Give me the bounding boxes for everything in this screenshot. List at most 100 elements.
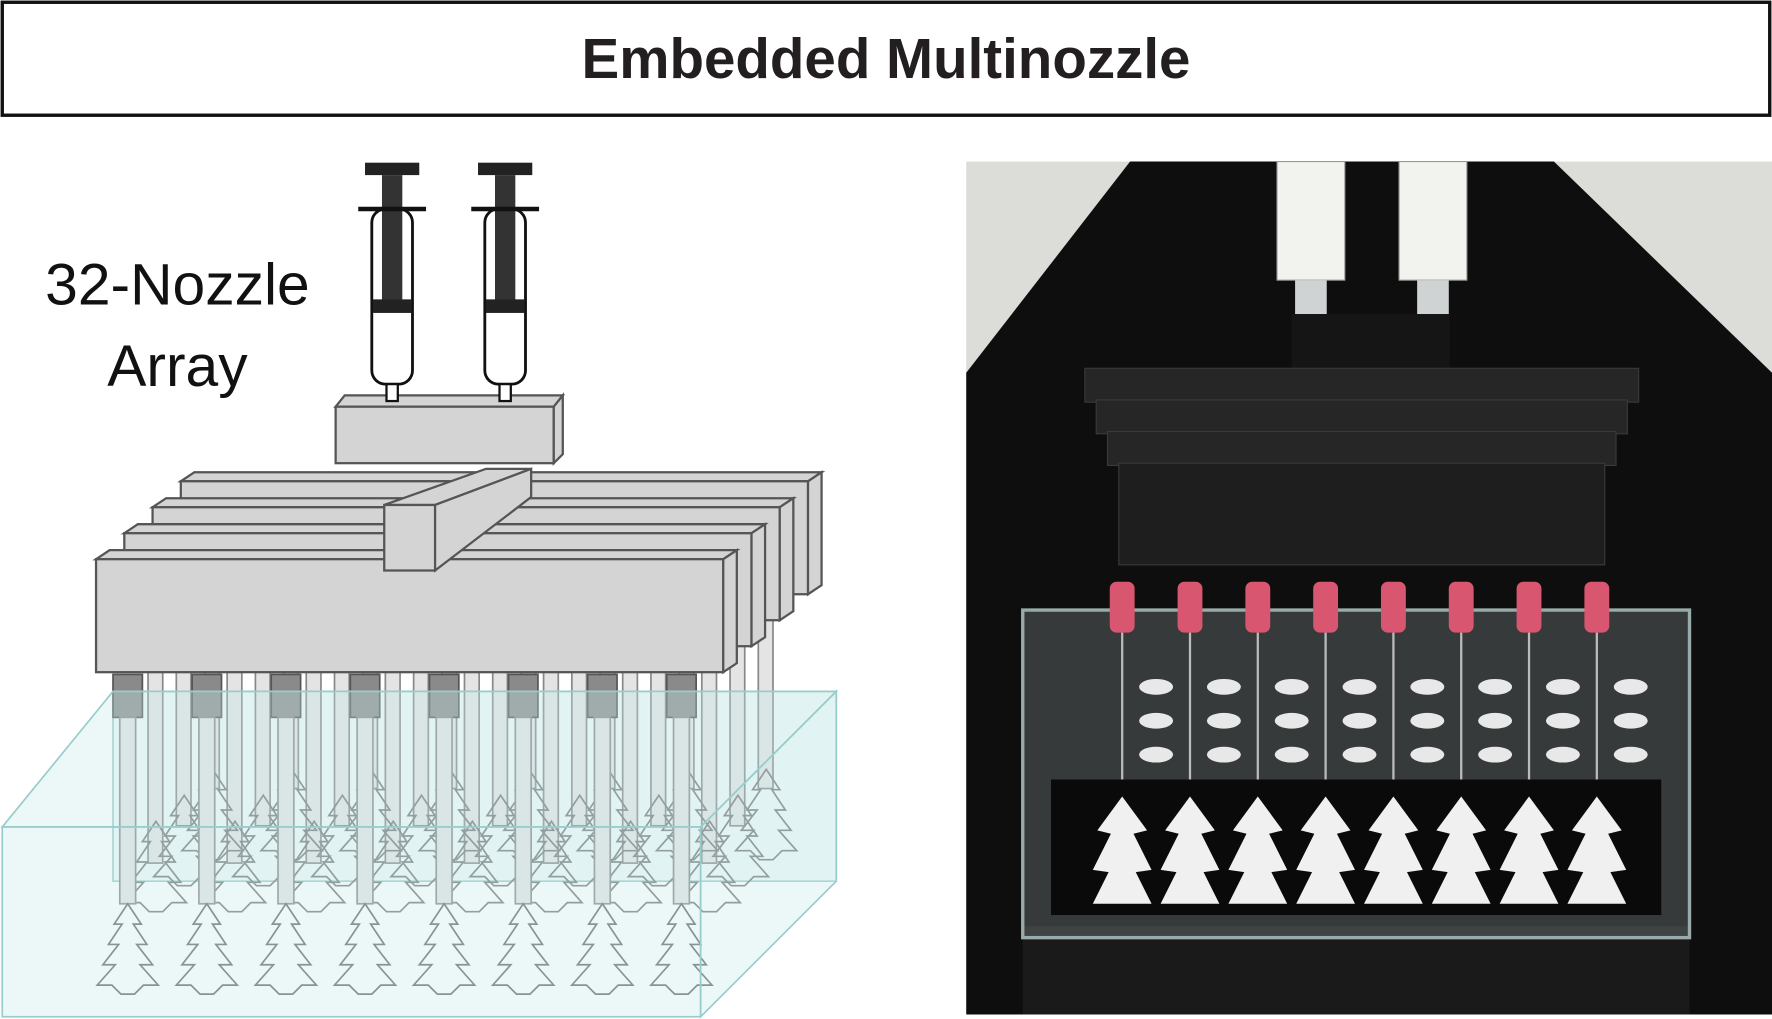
tank-top [0,690,839,828]
tree [123,819,189,913]
plunger-cap [365,162,420,176]
label: 32-Nozzle [45,253,310,318]
block-top [333,394,566,408]
label: Array [107,334,248,399]
print-top [1545,712,1580,729]
nozzle-cap [270,673,302,719]
syringe-photo [1276,160,1346,281]
print-photo [1499,796,1559,904]
print-top [1342,678,1377,695]
bar-front [94,558,725,674]
manifold-photo [1106,430,1617,467]
tree [569,902,635,995]
tree [95,902,161,995]
print-photo [1364,796,1423,904]
tree [439,819,505,913]
print-top [1139,712,1174,729]
tank-floor [1050,779,1662,916]
print-top [1342,712,1377,729]
print-photo [1092,796,1152,904]
print-photo [1160,796,1220,904]
crossbar [383,503,437,572]
tree [411,902,477,995]
nozzle-cap [349,673,381,719]
tank-side [699,689,838,1019]
hub [1177,581,1203,633]
tree [519,819,584,913]
print-top [1206,712,1241,729]
syringe-tip [1417,280,1449,315]
plunger [381,175,403,311]
tree [677,819,743,913]
print-top [1545,678,1580,695]
bar-side [722,548,738,675]
plunger-cap [478,162,533,176]
print-photo [1431,796,1491,904]
hub [1516,581,1542,633]
nozzle-cap [191,673,223,719]
print-top [1410,678,1445,695]
tip [385,382,399,403]
title-box [0,0,1772,117]
hub [1313,581,1339,633]
print-photo [1567,796,1627,904]
print-top [1139,678,1174,695]
manifold-photo [1084,367,1640,403]
syringe-tip [1295,280,1327,315]
tree [202,819,268,913]
print-top [1139,746,1174,763]
manifold-photo [1118,462,1606,566]
tree [360,819,426,913]
print-top [1478,746,1513,763]
tree [332,902,398,995]
plunger [494,175,516,311]
tree [490,902,556,995]
print-top [1206,746,1241,763]
print-top [1410,712,1445,729]
hub [1584,581,1610,633]
block [334,405,555,465]
print-top [1274,746,1309,763]
tree [598,819,663,913]
hub [1448,581,1474,633]
print-top [1410,746,1445,763]
print-top [1545,746,1580,763]
print-top [1206,678,1241,695]
print-top [1613,678,1648,695]
hub [1245,581,1271,633]
crossbar-side [433,467,533,573]
bar-side [806,470,823,597]
syringe-photo [1398,160,1468,281]
nozzle-cap [112,673,144,719]
print-top [1478,712,1513,729]
bar-side [778,496,795,623]
nozzle-cap [428,673,460,719]
tip [498,382,512,403]
print-top [1613,712,1648,729]
adapter [1291,314,1450,371]
title: Embedded Multinozzle [582,27,1191,90]
tree [253,902,319,995]
plunger-seal [485,299,525,313]
hub [1380,581,1406,633]
nozzle-cap [507,673,539,719]
tree [281,819,347,913]
print-top [1613,746,1648,763]
print-top [1274,712,1309,729]
tank-front [1,826,702,1018]
print-photo [1228,796,1288,904]
tree [174,902,240,995]
hub [1109,581,1135,633]
stage [1022,926,1690,1015]
print-photo [1296,796,1355,904]
manifold-photo [1095,399,1628,435]
schematic [0,162,839,1019]
print-top [1342,746,1377,763]
block-side [552,392,564,466]
plunger-seal [372,299,412,313]
print-top [1478,678,1513,695]
tree [649,902,714,995]
print-top [1274,678,1309,695]
